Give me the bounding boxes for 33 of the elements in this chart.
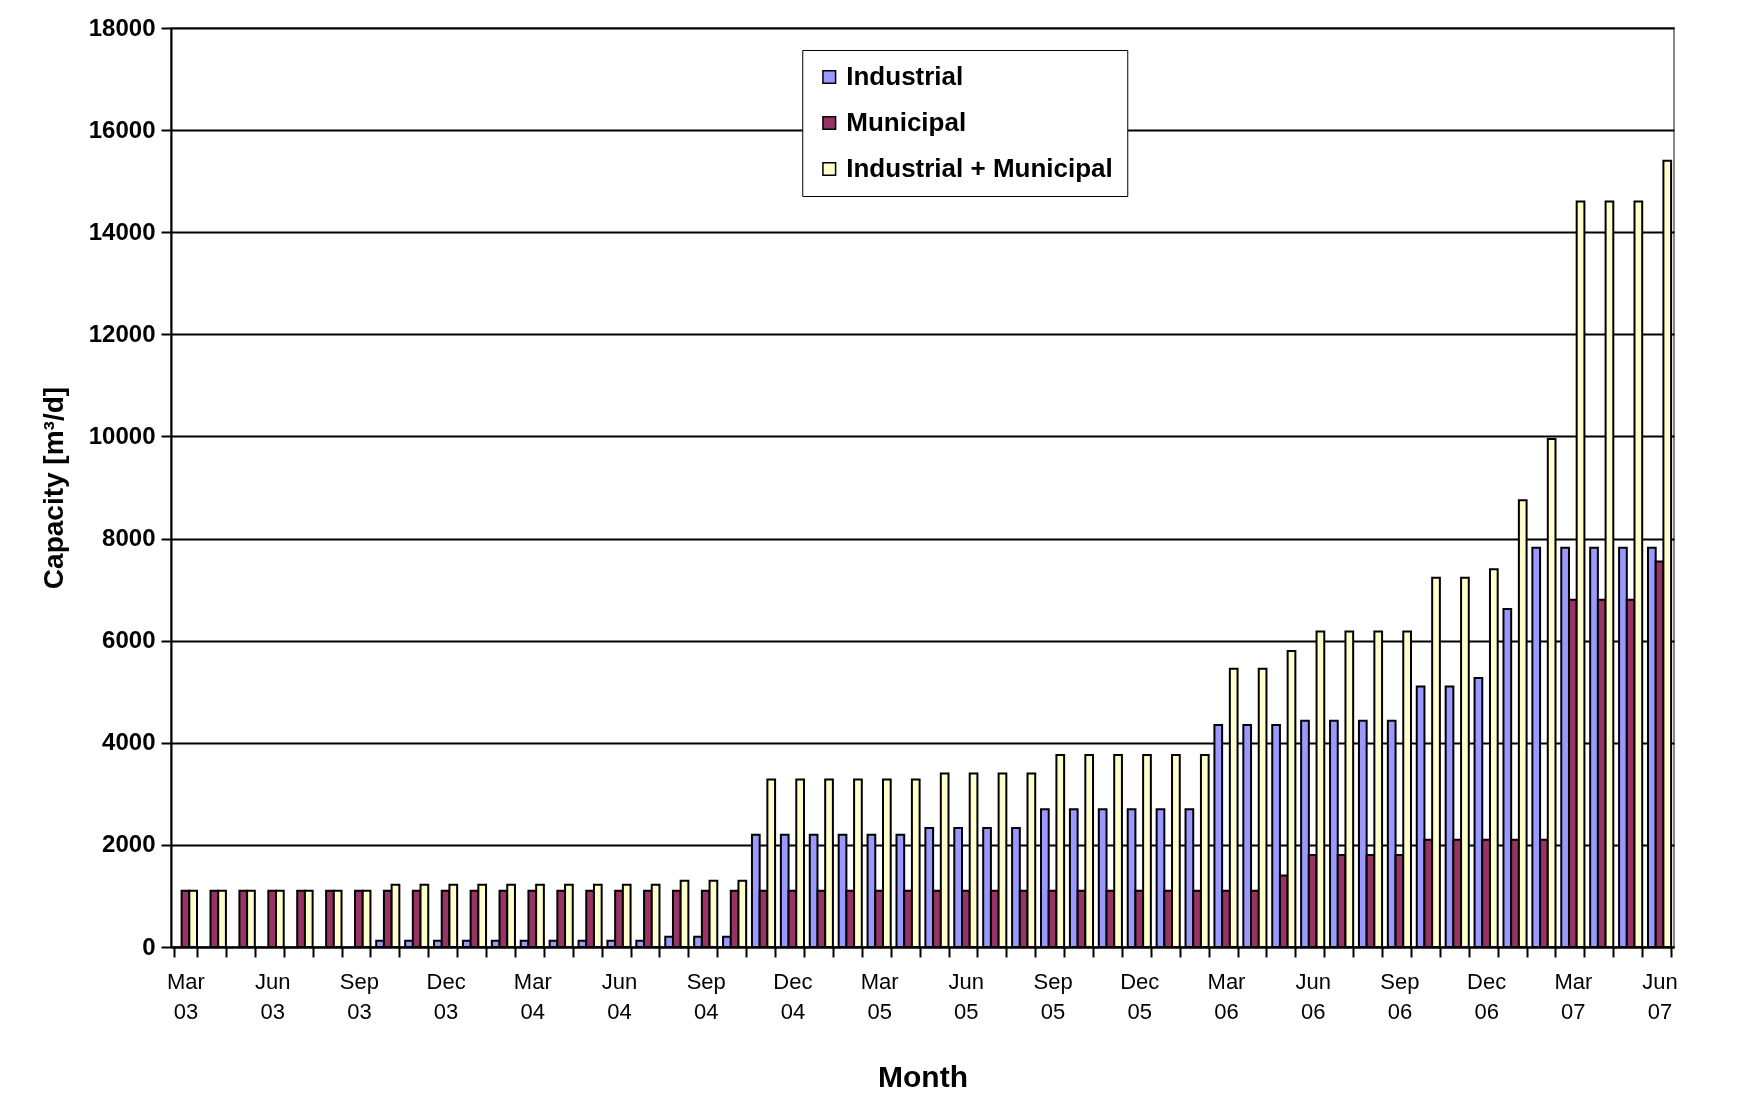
legend-label: Industrial + Municipal: [846, 153, 1113, 183]
y-tick-label: 8000: [102, 524, 156, 552]
y-tick-label: 0: [142, 932, 156, 960]
legend-label: Industrial: [846, 61, 964, 91]
x-tick-label: Jun 03: [254, 968, 291, 1024]
x-tick-label: Mar 05: [860, 968, 899, 1024]
x-tick-label: Dec 06: [1467, 968, 1507, 1024]
x-tick-label: Mar 07: [1554, 968, 1593, 1024]
x-tick-label: Dec 03: [426, 968, 466, 1024]
x-axis-title: Month: [878, 1059, 968, 1093]
y-tick-label: 10000: [88, 421, 156, 449]
y-tick-label: 6000: [102, 626, 156, 654]
x-tick-label: Sep 04: [686, 968, 726, 1024]
legend-label: Municipal: [846, 107, 967, 137]
x-tick-label: Sep 03: [339, 968, 379, 1024]
y-tick-label: 12000: [88, 319, 156, 347]
x-tick-label: Dec 05: [1120, 968, 1160, 1024]
x-tick-label: Dec 04: [773, 968, 813, 1024]
x-tick-label: Jun 04: [601, 968, 638, 1024]
x-tick-label: Mar 04: [513, 968, 552, 1024]
y-tick-label: 18000: [88, 13, 156, 41]
y-tick-label: 16000: [88, 115, 156, 143]
y-axis-title: Capacity [m³/d]: [37, 386, 69, 590]
x-tick-label: Sep 05: [1033, 968, 1073, 1024]
y-tick-label: 4000: [102, 728, 156, 756]
y-tick-label: 14000: [88, 217, 156, 245]
x-tick-label: Jun 06: [1295, 968, 1331, 1024]
x-tick-label: Mar 06: [1207, 968, 1246, 1024]
y-tick-label: 2000: [102, 830, 156, 858]
x-tick-label: Jun 05: [948, 968, 985, 1024]
x-tick-label: Jun 07: [1642, 968, 1678, 1024]
x-tick-label: Sep 06: [1380, 968, 1420, 1024]
x-tick-label: Mar 03: [167, 968, 205, 1024]
